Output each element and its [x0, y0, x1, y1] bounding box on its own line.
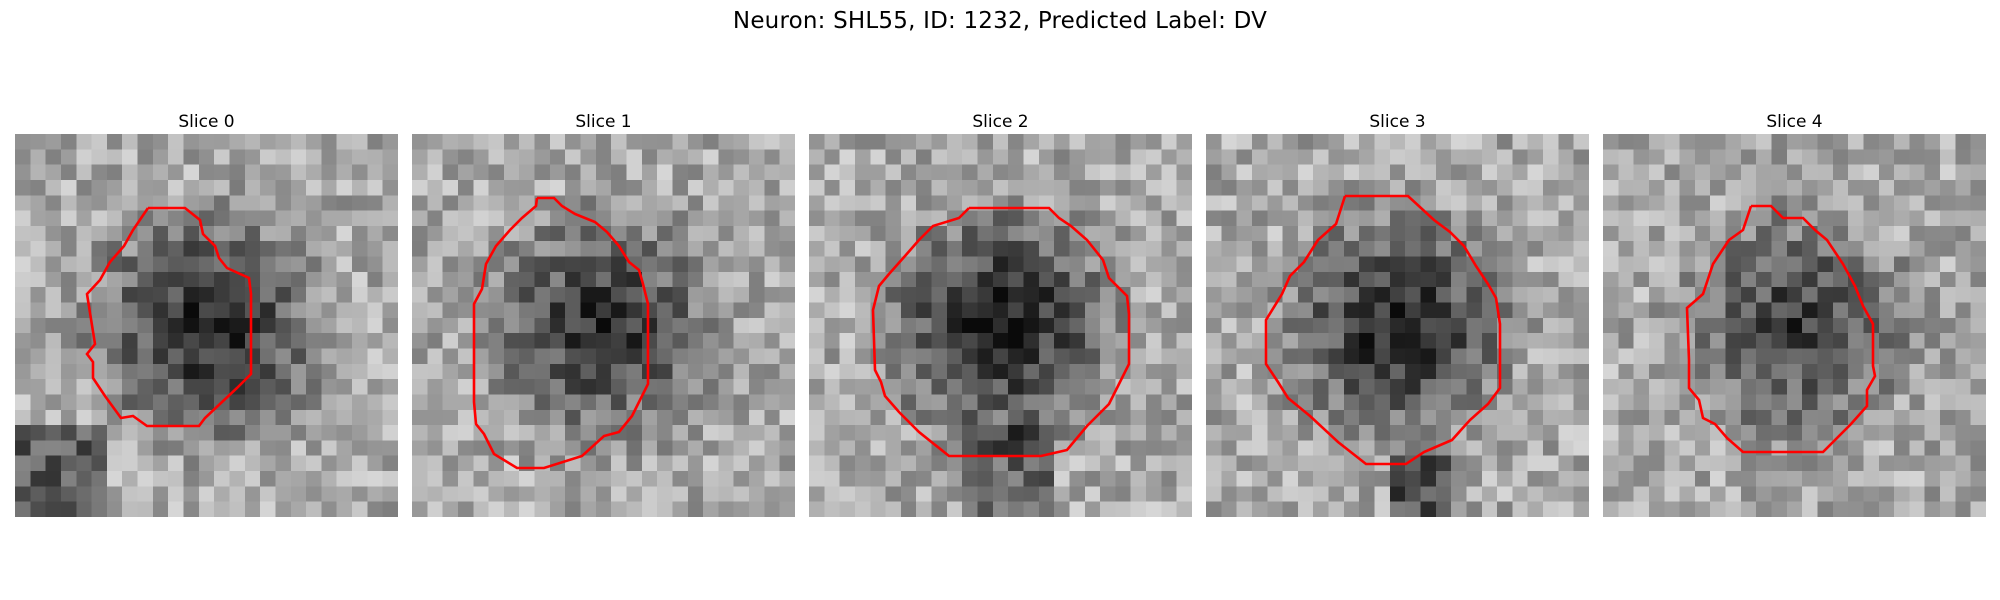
slice-panel-2: Slice 2	[809, 110, 1192, 517]
roi-contour	[1264, 194, 1502, 466]
roi-contour	[871, 206, 1131, 458]
roi-contour	[85, 206, 253, 428]
roi-contour	[1685, 204, 1877, 454]
slice-image	[809, 134, 1192, 517]
grayscale-micrograph	[412, 134, 795, 517]
roi-contour	[472, 196, 650, 470]
slice-title: Slice 1	[575, 112, 632, 132]
slice-panel-4: Slice 4	[1603, 110, 1986, 517]
slice-image	[15, 134, 398, 517]
slice-image	[412, 134, 795, 517]
slice-panel-3: Slice 3	[1206, 110, 1589, 517]
slice-image	[1206, 134, 1589, 517]
slice-title: Slice 4	[1766, 112, 1823, 132]
slice-panel-1: Slice 1	[412, 110, 795, 517]
slice-title: Slice 2	[972, 112, 1029, 132]
grayscale-micrograph	[1206, 134, 1589, 517]
figure-title: Neuron: SHL55, ID: 1232, Predicted Label…	[732, 8, 1268, 34]
grayscale-micrograph	[15, 134, 398, 517]
slice-panel-0: Slice 0	[15, 110, 398, 517]
slice-image	[1603, 134, 1986, 517]
slice-title: Slice 3	[1369, 112, 1426, 132]
slice-title: Slice 0	[178, 112, 235, 132]
